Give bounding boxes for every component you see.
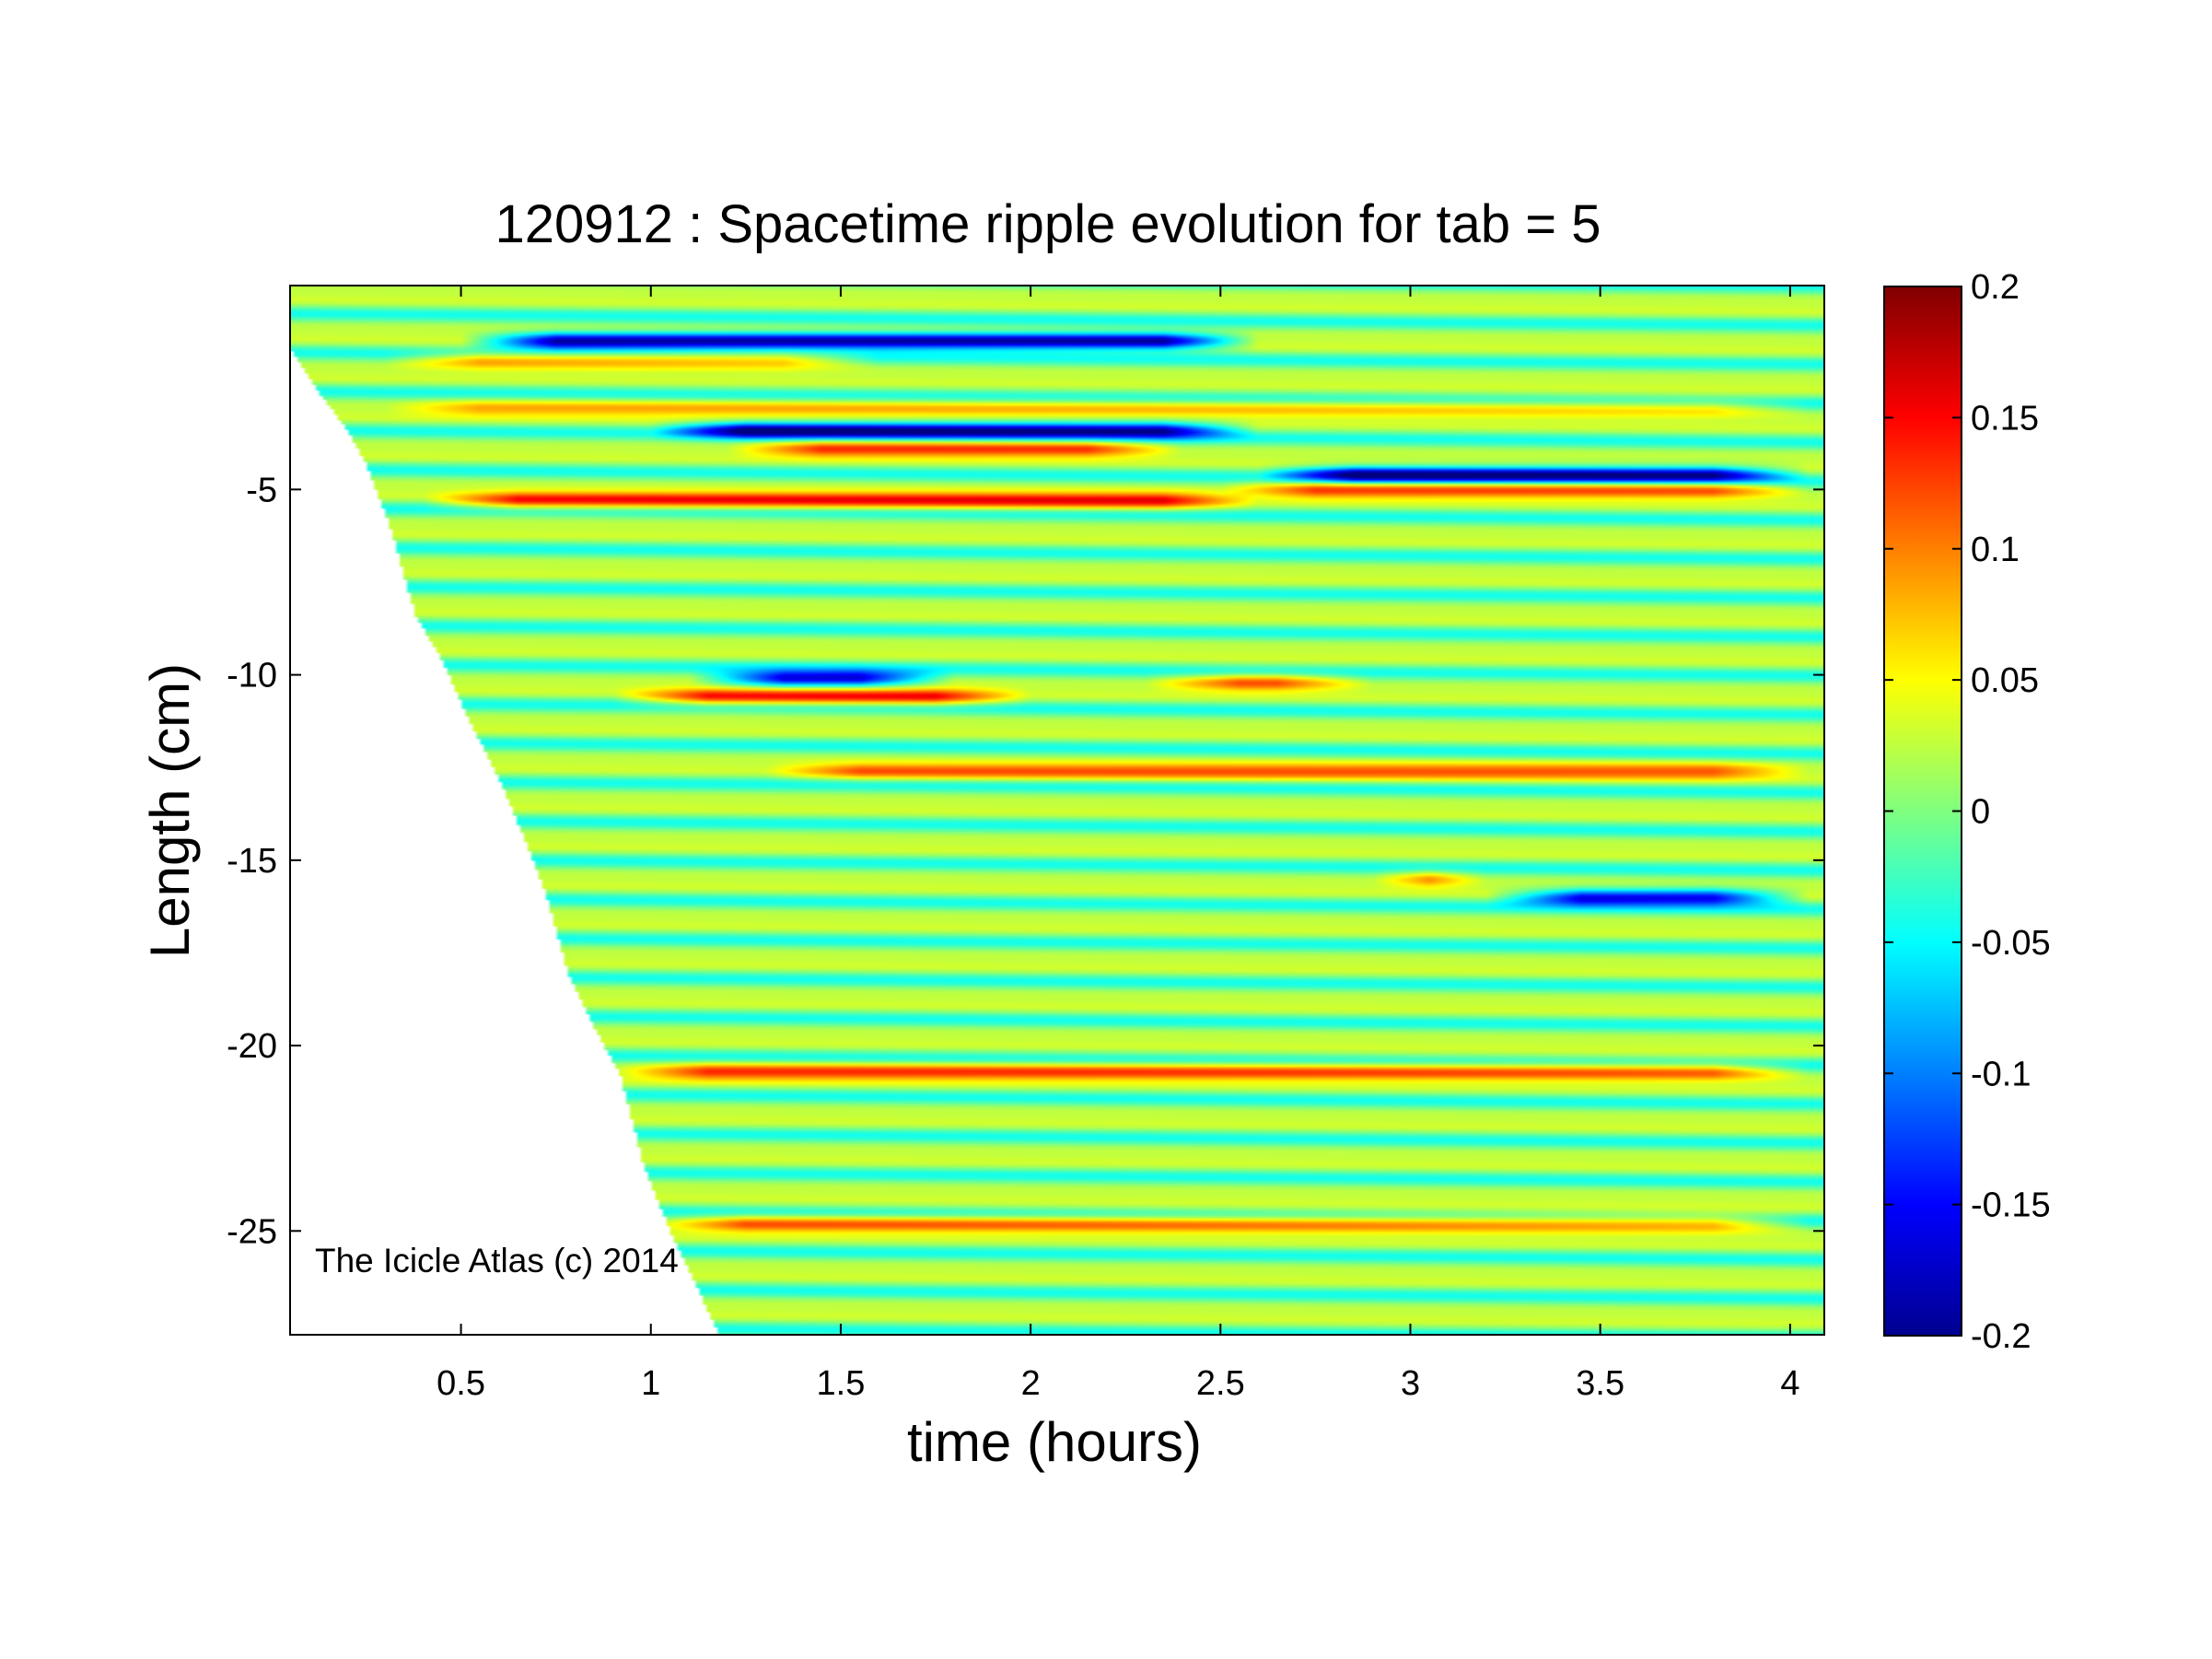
y-tick-label: -10 — [227, 657, 277, 695]
colorbar: 0.2 0.15 0.1 0.05 0 -0.05 -0.1 -0.15 -0.2 — [1883, 268, 2051, 1356]
x-tick-label: 3 — [1401, 1364, 1420, 1403]
colorbar-tick-label: -0.15 — [1971, 1186, 2051, 1225]
x-tick-label: 0.5 — [437, 1364, 485, 1403]
colorbar-tick-label: 0 — [1971, 793, 1990, 832]
heatmap-image — [290, 286, 1824, 1335]
colorbar-tick-label: 0.05 — [1971, 661, 2039, 700]
x-tick-label: 4 — [1780, 1364, 1799, 1403]
colorbar-tick-label: -0.2 — [1971, 1317, 2031, 1356]
colorbar-gradient — [1884, 286, 1962, 1336]
chart-title: 120912 : Spacetime ripple evolution for … — [495, 194, 1601, 254]
colorbar-ticks: 0.2 0.15 0.1 0.05 0 -0.05 -0.1 -0.15 -0.2 — [1884, 268, 2051, 1356]
y-tick-label: -25 — [227, 1212, 277, 1251]
colorbar-tick-label: 0.2 — [1971, 268, 2020, 307]
y-tick-label: -5 — [246, 471, 277, 509]
plot-area — [290, 286, 1824, 1335]
watermark-text: The Icicle Atlas (c) 2014 — [315, 1242, 679, 1279]
x-axis-ticks: 0.5 1 1.5 2 2.5 3 3.5 4 — [437, 286, 1799, 1403]
plot-frame — [289, 285, 1825, 1336]
x-axis-label: time (hours) — [907, 1411, 1202, 1473]
colorbar-tick-label: -0.05 — [1971, 924, 2051, 963]
x-tick-label: 3.5 — [1576, 1364, 1624, 1403]
x-tick-label: 1 — [641, 1364, 660, 1403]
y-axis-label: Length (cm) — [139, 663, 201, 958]
x-tick-label: 2 — [1021, 1364, 1041, 1403]
colorbar-tick-label: -0.1 — [1971, 1055, 2031, 1093]
y-tick-label: -15 — [227, 842, 277, 881]
x-tick-label: 1.5 — [817, 1364, 866, 1403]
y-tick-label: -20 — [227, 1027, 277, 1066]
y-axis-ticks: -5 -10 -15 -20 -25 — [227, 471, 1824, 1251]
x-tick-label: 2.5 — [1196, 1364, 1245, 1403]
colorbar-tick-label: 0.1 — [1971, 531, 2020, 569]
colorbar-tick-label: 0.15 — [1971, 399, 2039, 438]
